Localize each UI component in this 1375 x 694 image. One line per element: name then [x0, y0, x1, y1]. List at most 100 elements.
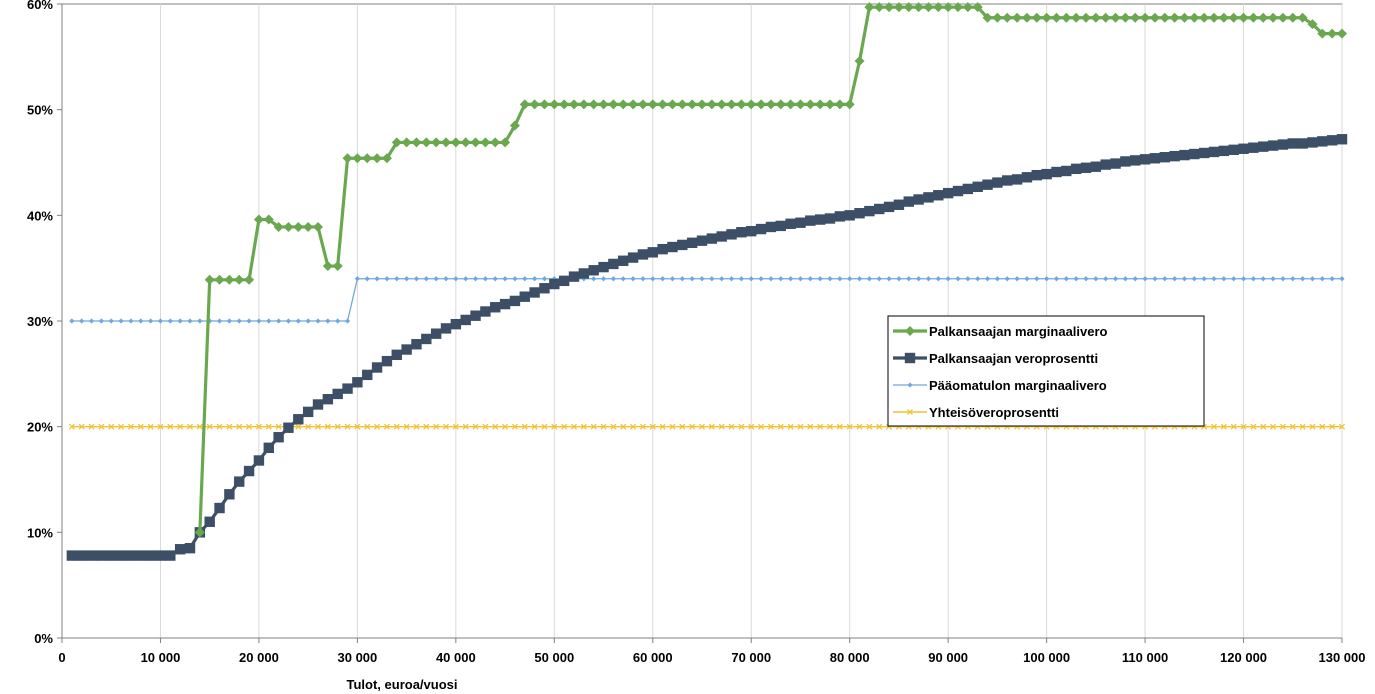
x-tick-label: 10 000 [141, 650, 181, 665]
data-point [775, 220, 786, 232]
y-tick-label: 50% [27, 103, 53, 118]
data-point [1140, 12, 1151, 23]
data-point [1172, 276, 1178, 282]
data-point [994, 276, 1000, 282]
data-point [1329, 423, 1336, 430]
data-point [815, 99, 826, 110]
data-point [561, 423, 568, 430]
data-point [472, 423, 479, 430]
data-point [1329, 276, 1335, 282]
data-point [500, 137, 511, 148]
data-point [325, 318, 331, 324]
data-point [1338, 423, 1346, 430]
data-point [992, 177, 1003, 188]
data-point [541, 276, 548, 282]
data-point [383, 423, 390, 430]
data-point [499, 298, 511, 310]
series-line [71, 278, 1342, 322]
data-point [785, 218, 796, 229]
data-point [836, 423, 843, 430]
data-point [647, 247, 658, 258]
data-point [482, 423, 489, 430]
data-point [588, 99, 599, 110]
legend-swatch-marker [906, 408, 914, 416]
data-point [1034, 276, 1040, 282]
data-point [1031, 169, 1042, 181]
data-point [322, 261, 333, 272]
data-point [1103, 276, 1109, 282]
data-point [236, 318, 242, 324]
data-point [263, 214, 274, 225]
data-point [807, 423, 814, 430]
data-point [430, 328, 442, 339]
data-point [1339, 276, 1345, 282]
data-point [532, 276, 538, 282]
data-point [972, 181, 983, 193]
data-point [640, 276, 646, 282]
x-tick-label: 0 [58, 650, 65, 665]
data-point [246, 423, 253, 430]
data-point [433, 276, 439, 282]
data-point [480, 306, 491, 317]
data-point [186, 423, 194, 430]
data-point [1221, 276, 1227, 282]
data-point [1051, 166, 1062, 178]
data-point [266, 318, 272, 324]
data-point [1287, 138, 1298, 149]
data-point [1083, 276, 1089, 282]
data-point [1277, 139, 1289, 150]
data-point [404, 276, 410, 282]
data-point [756, 99, 767, 110]
data-point [706, 233, 718, 244]
data-point [925, 276, 932, 282]
data-point [886, 276, 892, 282]
data-point [657, 243, 668, 255]
data-point [697, 99, 707, 110]
data-point [699, 276, 705, 282]
data-point [263, 442, 274, 453]
x-tick-label: 100 000 [1023, 650, 1070, 665]
data-point [1268, 12, 1279, 23]
data-point [138, 318, 144, 324]
data-point [1112, 276, 1119, 282]
data-point [620, 276, 626, 282]
data-point [362, 369, 373, 381]
data-point [1053, 276, 1060, 282]
legend: Palkansaajan marginaalivero Palkansaajan … [887, 315, 1205, 427]
data-point [923, 2, 934, 13]
data-point [1248, 12, 1259, 23]
data-point [824, 213, 836, 224]
data-point [1122, 276, 1128, 282]
data-point [923, 192, 934, 203]
data-point [226, 423, 233, 430]
data-point [265, 423, 272, 430]
data-point [844, 99, 855, 110]
data-point [778, 276, 784, 282]
data-point [1181, 276, 1188, 282]
data-point [903, 2, 914, 13]
data-point [893, 199, 905, 210]
data-point [696, 235, 708, 246]
data-point [837, 276, 843, 282]
data-point [381, 355, 393, 367]
data-point [608, 258, 619, 270]
data-point [569, 99, 579, 110]
data-point [342, 153, 353, 164]
data-point [354, 276, 360, 282]
data-point [962, 2, 973, 13]
data-point [708, 423, 715, 430]
data-point [698, 423, 706, 430]
data-point [618, 99, 629, 110]
x-tick-label: 50 000 [534, 650, 574, 665]
data-point [68, 423, 75, 430]
data-point [529, 99, 540, 110]
data-point [1260, 276, 1266, 282]
data-point [324, 423, 331, 430]
data-point [1031, 12, 1042, 23]
data-point [590, 423, 597, 430]
data-point [1070, 163, 1082, 175]
data-point [1162, 276, 1168, 282]
data-point [283, 422, 294, 433]
data-point [196, 423, 203, 430]
data-point [1004, 276, 1010, 282]
